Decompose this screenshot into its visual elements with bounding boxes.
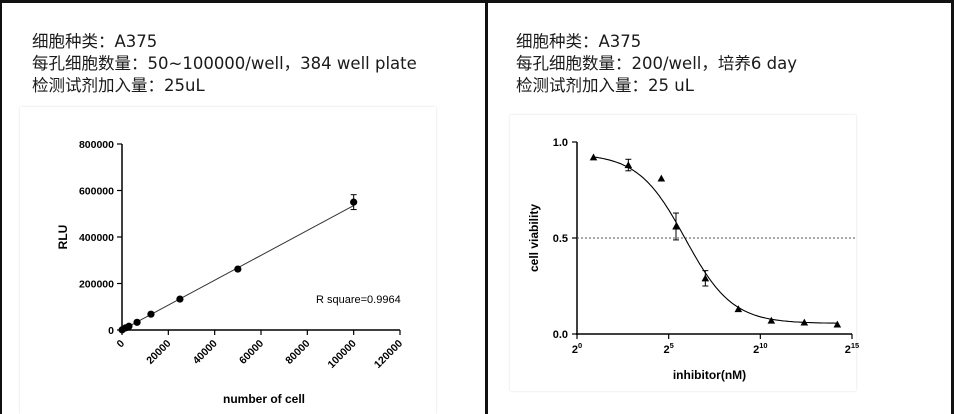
x-tick-label: 100000 [326,338,359,371]
y-tick-label: 600000 [79,186,114,198]
left-border [0,0,2,414]
data-point [125,322,133,330]
x-tick-label: 0 [115,338,128,351]
x-tick-label: 210 [753,341,767,356]
middle-divider [485,0,488,414]
y-tick-label: 0 [108,325,114,337]
right-cell-type: 细胞种类：A375 [516,32,642,51]
left-cell-type: 细胞种类：A375 [32,32,158,51]
y-tick-label: 800000 [79,139,114,151]
right-panel: 细胞种类：A375 每孔细胞数量：200/well，培养6 day 检测试剂加入… [488,3,951,414]
data-point [133,318,141,326]
r-square-annotation: R square=0.9964 [316,294,401,306]
data-point [672,222,680,230]
x-tick-label: 40000 [191,338,220,367]
data-point [176,295,184,303]
x-tick-label: 120000 [372,338,405,371]
data-point [234,265,242,273]
data-point [350,198,358,206]
x-tick-label: 20 [572,341,582,356]
data-point [657,174,666,182]
right-reagent-volume: 检测试剂加入量：25 uL [516,76,694,95]
linearity-chart-svg: 0 200000 400000 600000 800000 0 20000 40000 6000… [56,139,405,406]
right-info-text: 细胞种类：A375 每孔细胞数量：200/well，培养6 day 检测试剂加入… [516,31,797,97]
y-axis-label: cell viability [527,204,541,272]
y-tick-label: 400000 [79,232,114,244]
x-axis-label: inhibitor(nM) [673,368,746,382]
sigmoid-fit-curve [593,156,838,324]
left-info-text: 细胞种类：A375 每孔细胞数量：50~100000/well，384 well… [32,31,417,97]
data-point [833,320,842,328]
x-tick-label: 80000 [283,338,312,367]
linearity-chart: 0 200000 400000 600000 800000 0 20000 40000 6000… [20,107,436,414]
data-point [624,161,633,169]
left-panel: 细胞种类：A375 每孔细胞数量：50~100000/well，384 well… [2,3,485,414]
x-tick-label: 215 [845,341,859,356]
y-tick-label: 0.0 [553,329,568,341]
data-point [800,318,809,326]
data-point [734,305,743,313]
dose-response-chart-svg: 0.0 0.5 1.0 20 25 210 215 inhibitor(nM) cell via… [527,137,859,382]
y-tick-label: 0.5 [553,233,568,245]
right-border [951,0,954,414]
x-tick-label: 25 [664,341,674,356]
y-tick-label: 200000 [79,279,114,291]
right-cells-per-well: 每孔细胞数量：200/well，培养6 day [516,54,797,73]
data-point [767,316,776,324]
x-tick-label: 20000 [144,338,173,367]
x-tick-label: 60000 [237,338,266,367]
dose-response-chart: 0.0 0.5 1.0 20 25 210 215 inhibitor(nM) cell via… [510,115,859,391]
x-axis-label: number of cell [223,392,305,406]
data-point [589,153,598,161]
data-point [701,274,710,282]
left-cells-per-well: 每孔细胞数量：50~100000/well，384 well plate [32,54,417,73]
top-border [0,0,954,3]
data-point [147,310,155,318]
y-tick-label: 1.0 [553,137,568,149]
left-reagent-volume: 检测试剂加入量：25uL [32,76,205,95]
y-axis-label: RLU [56,225,70,250]
